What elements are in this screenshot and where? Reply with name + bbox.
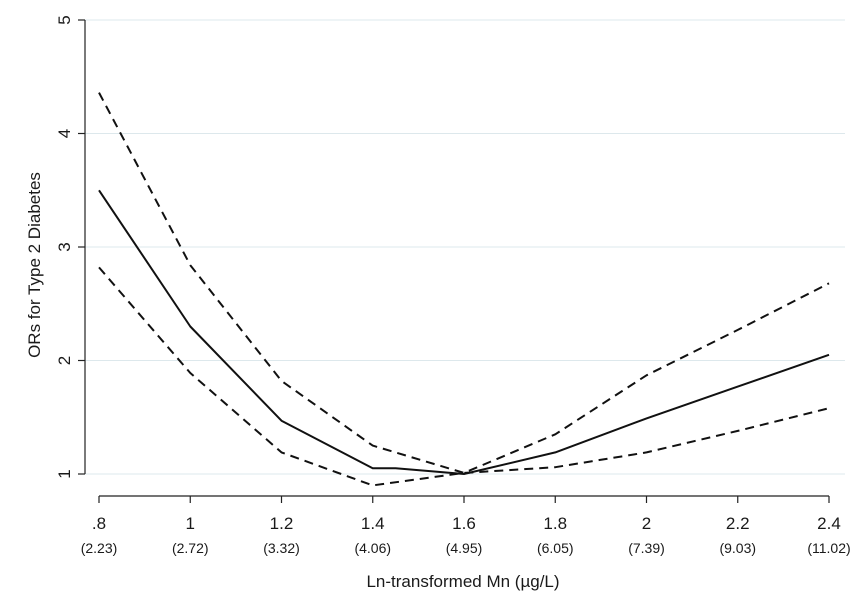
- x-tick-label: 2.2: [726, 514, 750, 533]
- x-tick-label: 1.8: [543, 514, 567, 533]
- lower-ci-line: [98, 266, 830, 487]
- upper-ci-line: [98, 92, 830, 474]
- x-tick-label: .8: [92, 514, 106, 533]
- x-tick-label: 1.2: [270, 514, 294, 533]
- x-tick-sublabel: (4.06): [354, 540, 391, 556]
- x-tick-label: 2.4: [817, 514, 841, 533]
- x-tick-sublabel: (4.95): [446, 540, 483, 556]
- series-lines: [98, 92, 830, 487]
- x-tick-label: 1.6: [452, 514, 476, 533]
- x-tick-sublabel: (2.23): [81, 540, 118, 556]
- axes: 1 2 3 4 5 .8 (2.23) 1 (2.72) 1.2 (3.32) 1.4 (4.06) 1.…: [55, 15, 851, 556]
- y-tick-label: 5: [55, 15, 74, 24]
- y-tick-label: 4: [55, 129, 74, 138]
- x-tick-sublabel: (7.39): [628, 540, 665, 556]
- y-tick-label: 1: [55, 469, 74, 478]
- estimate-line: [98, 189, 830, 475]
- x-tick-label: 1: [186, 514, 195, 533]
- gridlines: [85, 19, 845, 475]
- x-tick-sublabel: (9.03): [719, 540, 756, 556]
- x-tick-label: 1.4: [361, 514, 385, 533]
- x-tick-sublabel: (2.72): [172, 540, 209, 556]
- x-tick-sublabel: (6.05): [537, 540, 574, 556]
- x-tick-sublabel: (11.02): [807, 540, 850, 556]
- x-tick-sublabel: (3.32): [263, 540, 300, 556]
- y-tick-label: 2: [55, 356, 74, 365]
- x-axis-title: Ln-transformed Mn (µg/L): [366, 572, 559, 591]
- y-tick-label: 3: [55, 242, 74, 251]
- y-axis-title: ORs for Type 2 Diabetes: [25, 172, 44, 358]
- x-tick-label: 2: [642, 514, 651, 533]
